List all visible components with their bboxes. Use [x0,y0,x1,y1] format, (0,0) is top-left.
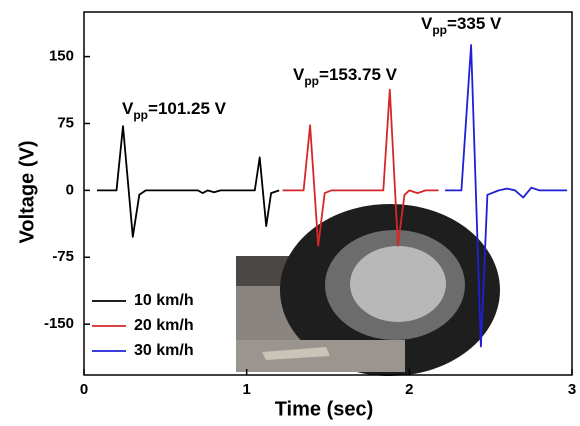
legend-label: 30 km/h [134,342,194,359]
annotation-sub: pp [133,108,148,122]
annotation-main: V [421,14,433,33]
x-tick-label: 3 [568,381,576,398]
annotation-main: V [122,99,134,118]
inset-photo [236,204,500,376]
annotation-main: V [293,65,305,84]
series-line [282,88,439,247]
legend-label: 20 km/h [134,317,194,334]
plot-frame [83,11,573,376]
series-line [445,44,568,348]
annotation: Vpp=335 V [421,14,502,37]
annotation-rest: =153.75 V [319,65,398,84]
legend-label: 10 km/h [134,292,194,309]
x-tick-label: 2 [405,381,413,398]
annotation: Vpp=101.25 V [122,99,227,122]
x-axis-label: Time (sec) [275,398,374,420]
annotation-rest: =101.25 V [148,99,227,118]
y-tick-label: -75 [52,248,74,265]
y-tick-label: 75 [57,114,74,131]
annotation-sub: pp [304,74,319,88]
y-tick-label: 150 [49,48,74,65]
x-tick-label: 1 [242,381,250,398]
annotation: Vpp=153.75 V [293,65,398,88]
series-line [97,125,280,238]
y-tick-label: 0 [66,181,74,198]
x-tick-label: 0 [80,381,88,398]
y-tick-label: -150 [44,315,74,332]
annotation-sub: pp [432,23,447,37]
y-axis-label: Voltage (V) [16,141,38,244]
annotation-rest: =335 V [447,14,502,33]
